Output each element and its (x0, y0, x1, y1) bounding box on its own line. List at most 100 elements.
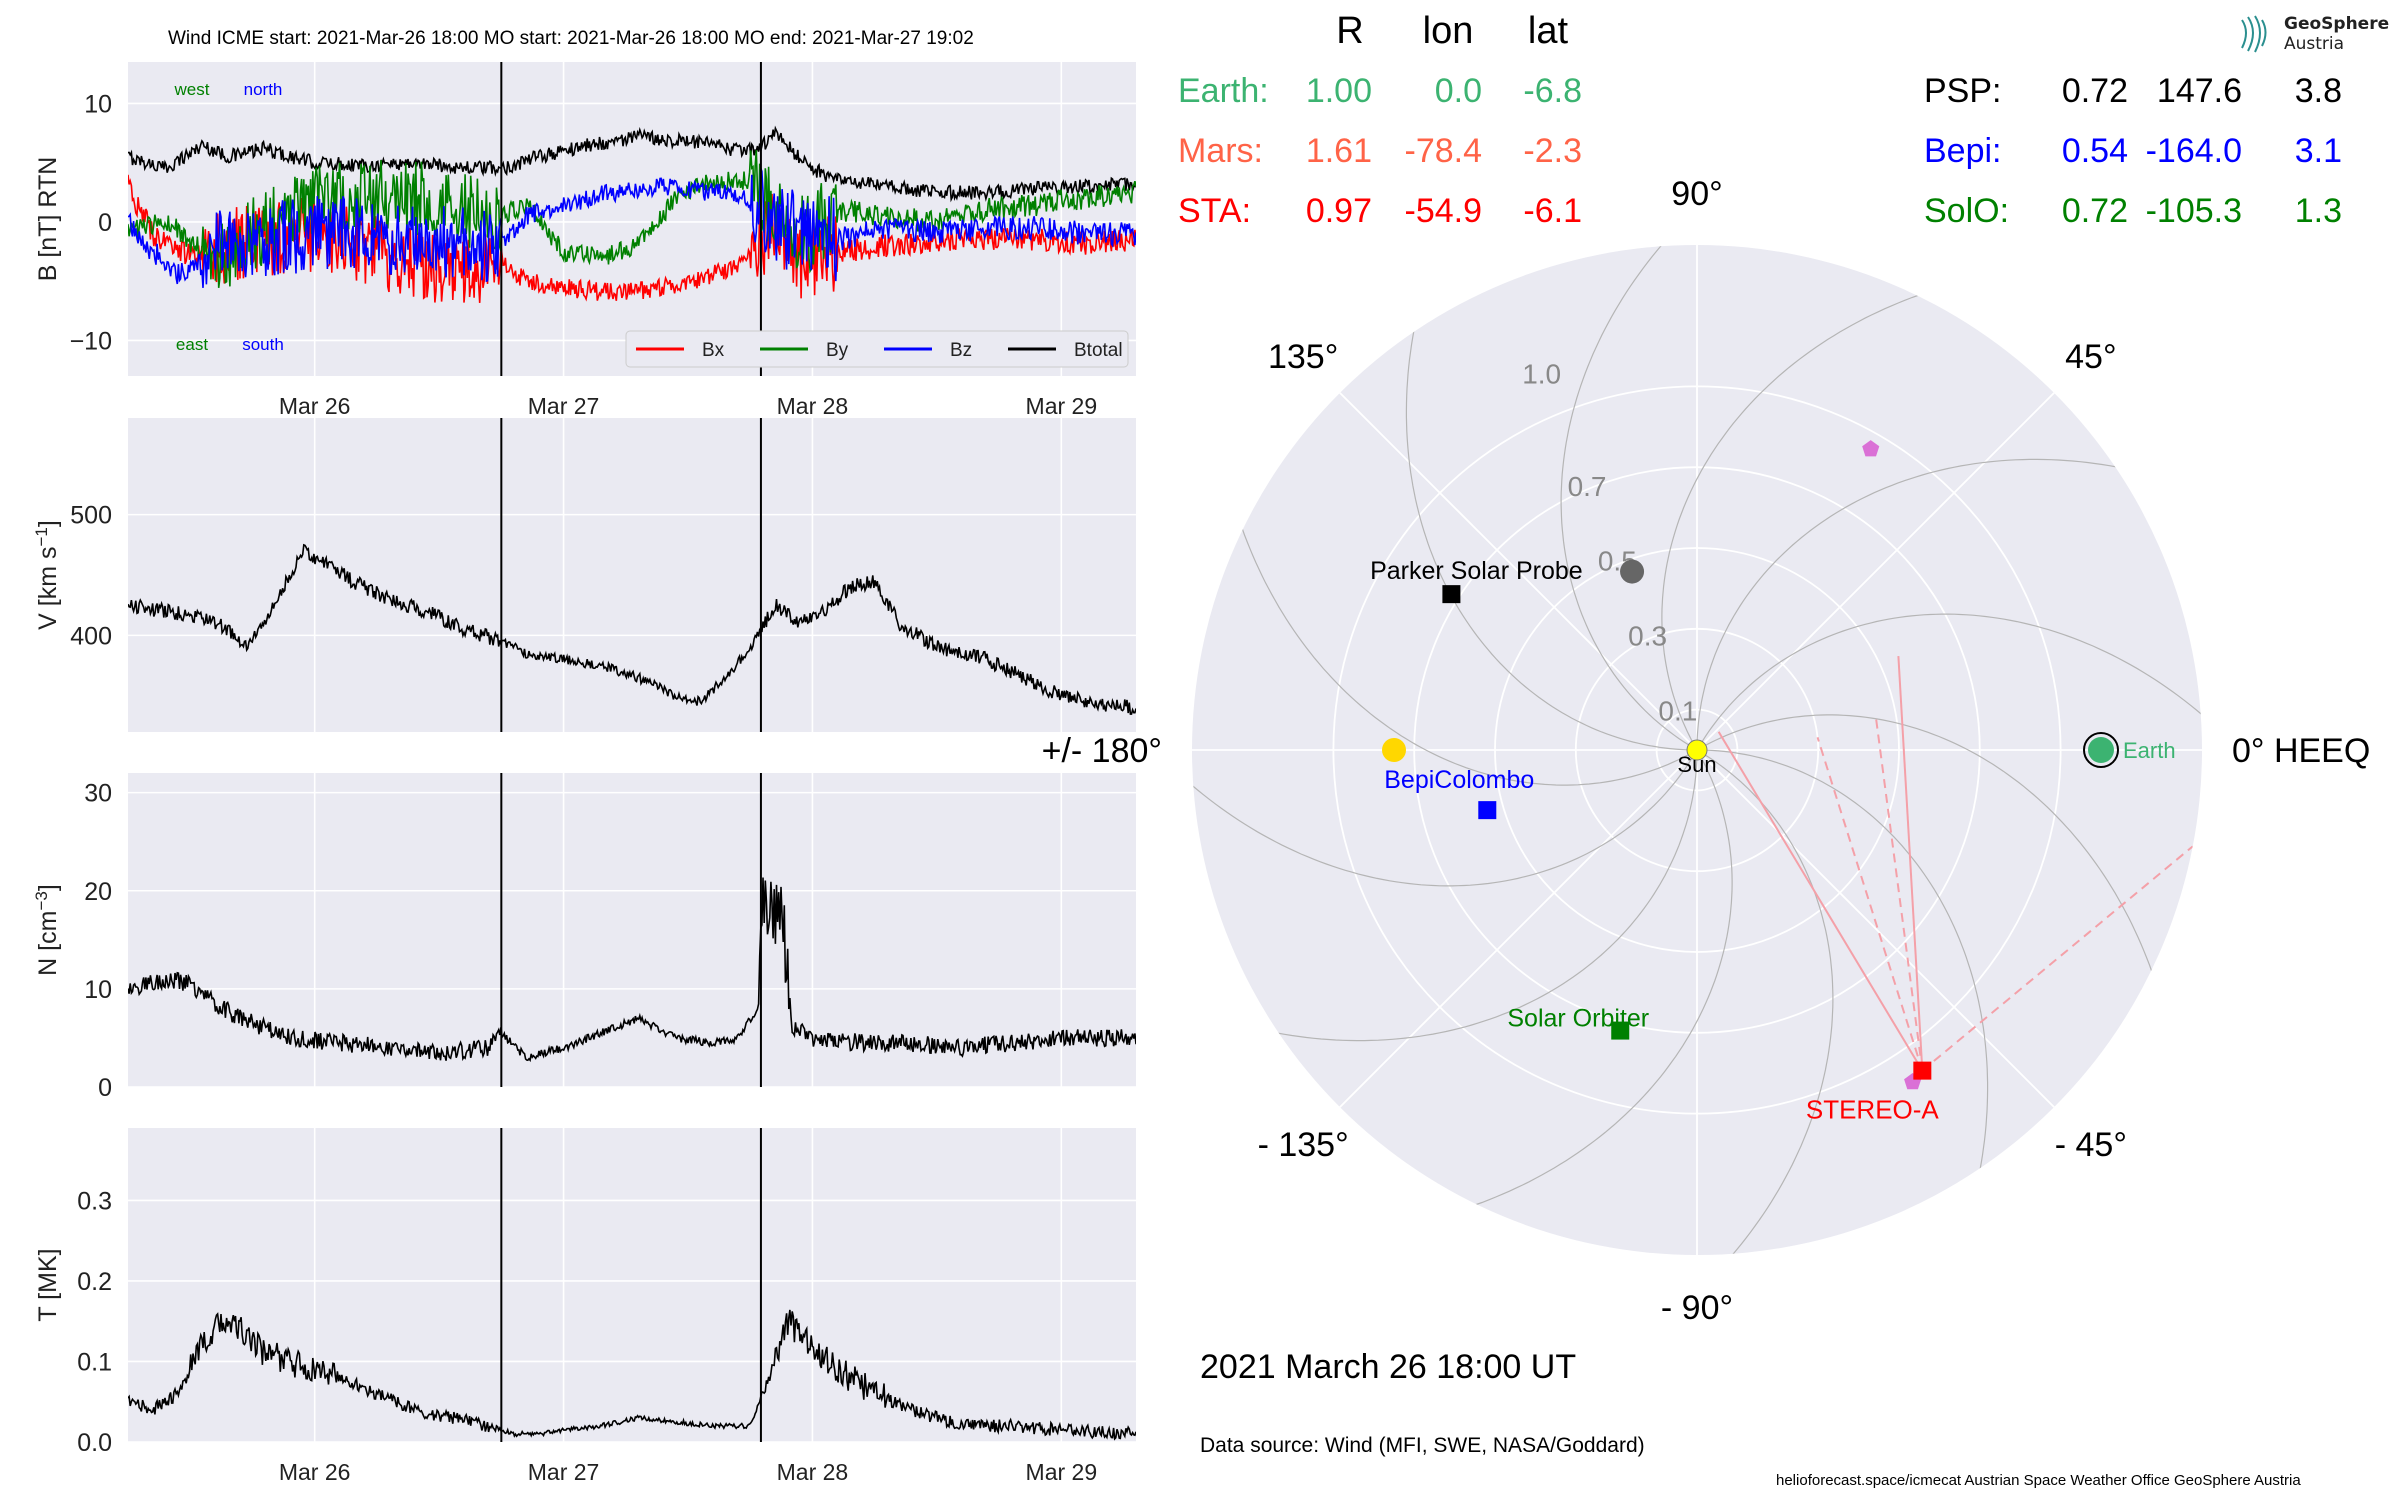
angular-label: +/- 180° (1042, 732, 1162, 770)
series-Btotal (128, 125, 1136, 203)
table-cell-lon: 147.6 (2156, 72, 2242, 110)
annotation-east: east (176, 335, 208, 354)
table-row-name: STA: (1178, 192, 1252, 230)
timeseries-panels: −10 0 10 B [nT] RTN Mar 26 Mar 27 Mar 28 Mar 29… (32, 62, 1136, 1485)
parker-spiral-line (1696, 613, 2202, 880)
y-tick-label: 0.2 (77, 1268, 112, 1296)
table-header-lat: lat (1527, 10, 1569, 52)
radial-tick-label: 1.0 (1522, 358, 1561, 389)
sta-field-of-view (1717, 656, 2194, 1072)
y-tick-label: 10 (84, 90, 112, 118)
series-T (128, 1309, 1136, 1441)
table-cell-lat: -6.8 (1523, 72, 1582, 110)
x-tick-label: Mar 29 (1026, 393, 1098, 419)
table-cell-lat: -6.1 (1523, 192, 1582, 230)
table-header-lon: lon (1422, 10, 1474, 52)
body-label-solar-orbiter: Solar Orbiter (1507, 1005, 1649, 1033)
table-cell-r: 0.54 (2061, 132, 2128, 170)
plot-area (128, 1128, 1136, 1442)
parker-spiral-line (1560, 245, 1827, 751)
angular-label: 90° (1671, 175, 1722, 213)
credits: helioforecast.space/icmecat Austrian Spa… (1776, 1472, 2301, 1489)
radial-tick-label: 0.7 (1568, 471, 1607, 502)
table-cell-lat: -2.3 (1523, 132, 1582, 170)
marker-solar-orbiter (1611, 1021, 1630, 1040)
table-cell-r: 0.72 (2061, 72, 2128, 110)
angular-gridline (1696, 392, 2055, 751)
table-row-name: PSP: (1924, 72, 2002, 110)
table-cell-lon: -164.0 (2145, 132, 2242, 170)
table-cell-r: 0.97 (1305, 192, 1372, 230)
table-cell-lon: 0.0 (1434, 72, 1482, 110)
timestamp: 2021 March 26 18:00 UT (1200, 1348, 1577, 1386)
marker-mars (1382, 738, 1406, 762)
angular-gridline (1696, 749, 2055, 1108)
y-axis-label: B [nT] RTN (34, 157, 62, 282)
radial-tick-label: 0.3 (1628, 621, 1667, 652)
x-tick-label: Mar 28 (777, 393, 849, 419)
y-tick-label: 0 (98, 209, 112, 237)
angular-label: 45° (2065, 338, 2116, 376)
marker-bepicolombo (1478, 801, 1497, 820)
legend-label-Btotal: Btotal (1074, 340, 1123, 361)
sta-line (1897, 656, 1924, 1071)
body-label-sun: Sun (1677, 752, 1716, 777)
table-row-name: Earth: (1178, 72, 1269, 110)
y-tick-label: 10 (84, 976, 112, 1004)
table-cell-r: 1.00 (1305, 72, 1372, 110)
panel-3: 0 10 20 30 N [cm−3] (32, 773, 1136, 1102)
y-tick-label: 0 (98, 1074, 112, 1102)
plot-area (128, 418, 1136, 732)
legend-label-Bz: Bz (950, 340, 972, 361)
table-cell-lat: 1.3 (2294, 192, 2342, 230)
sta-line (1816, 737, 1924, 1071)
radial-tick-label: 0.1 (1658, 696, 1697, 727)
table-cell-r: 1.61 (1305, 132, 1372, 170)
marker-mercury (1620, 559, 1645, 584)
annotation-west: west (174, 80, 210, 99)
table-row-name: Mars: (1178, 132, 1263, 170)
geosphere-logo: GeoSphere Austria (2236, 12, 2389, 62)
series-V (128, 543, 1136, 715)
angular-label: 0° HEEQ (2232, 732, 2370, 770)
table-cell-lon: -105.3 (2145, 192, 2242, 230)
angular-label: - 45° (2055, 1126, 2127, 1164)
data-source: Data source: Wind (MFI, SWE, NASA/Goddar… (1200, 1434, 1645, 1457)
y-axis-label: N [cm−3] (32, 884, 63, 976)
timeseries-title: Wind ICME start: 2021-Mar-26 18:00 MO st… (168, 28, 974, 49)
x-tick-label: Mar 29 (1026, 1459, 1098, 1485)
x-tick-label: Mar 27 (528, 393, 600, 419)
body-label-parker-solar-probe: Parker Solar Probe (1370, 557, 1583, 585)
table-row-name: SolO: (1924, 192, 2010, 230)
body-label-bepicolombo: BepiColombo (1384, 766, 1534, 794)
logo-swirl-icon (2241, 15, 2267, 53)
y-tick-label: 20 (84, 878, 112, 906)
marker-stereo-a (1913, 1061, 1932, 1080)
logo-line2: Austria (2284, 34, 2345, 54)
panel-4: 0.0 0.1 0.2 0.3 T [MK] Mar 26 Mar 27 Mar 28 Mar … (34, 1128, 1136, 1485)
y-tick-label: 0.0 (77, 1429, 112, 1457)
table-cell-lon: -54.9 (1404, 192, 1483, 230)
table-cell-r: 0.72 (2061, 192, 2128, 230)
angular-label: - 90° (1661, 1289, 1733, 1327)
sta-line (1921, 845, 2194, 1072)
series-N (128, 877, 1136, 1063)
x-tick-label: Mar 26 (279, 393, 351, 419)
series-Bz (128, 167, 1136, 288)
marker-earth-ring (2083, 732, 2119, 768)
table-cell-lon: -78.4 (1404, 132, 1483, 170)
parker-spiral-line (1192, 620, 1698, 887)
sta-line (1717, 731, 1924, 1072)
legend-box (625, 330, 1129, 368)
plot-area (128, 773, 1136, 1087)
table-cell-lat: 3.8 (2294, 72, 2342, 110)
body-label-stereo-a: STEREO-A (1806, 1095, 1940, 1125)
angular-label: - 135° (1258, 1126, 1349, 1164)
polar-position-plot: 0° HEEQ 45° 90° 135° +/- 180° - 135° - 90° - 45… (1042, 175, 2371, 1327)
angular-gridline (1339, 392, 1698, 751)
x-tick-label: Mar 26 (279, 1459, 351, 1485)
y-tick-label: −10 (70, 327, 112, 355)
y-axis-label: V [km s−1] (32, 520, 63, 630)
y-tick-label: 30 (84, 780, 112, 808)
